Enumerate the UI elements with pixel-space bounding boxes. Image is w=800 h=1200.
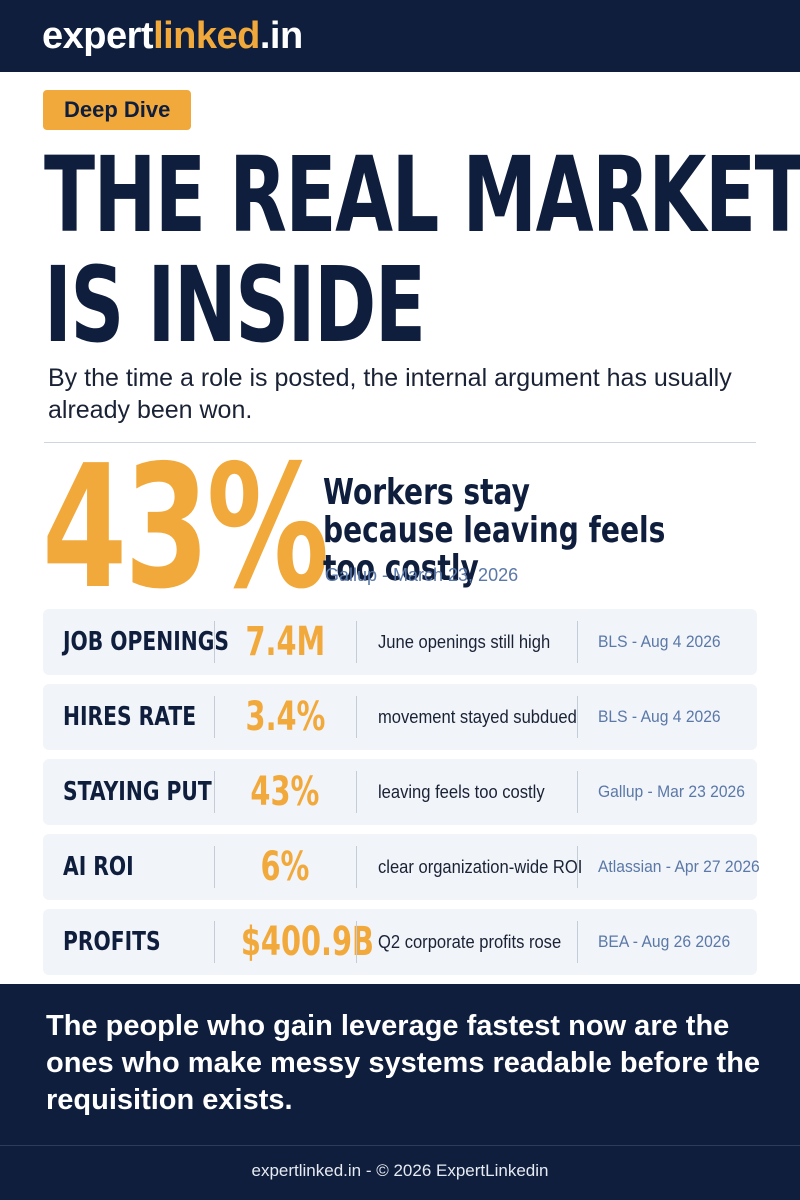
highlight-source: Gallup - March 23, 2026 xyxy=(325,565,519,585)
stat-label: HIRES RATE xyxy=(63,702,197,732)
subtitle: By the time a role is posted, the intern… xyxy=(48,364,732,424)
closing-quote: The people who gain leverage fastest now… xyxy=(46,1010,761,1116)
column-divider xyxy=(214,621,215,663)
footer-credit: expertlinked.in - © 2026 ExpertLinkedin xyxy=(251,1161,549,1180)
stat-value: 6% xyxy=(215,834,355,900)
logo-text-domain: .in xyxy=(259,15,303,57)
page-title: THE REAL MARKET IS INSIDE xyxy=(44,134,800,366)
category-badge: Deep Dive xyxy=(43,90,192,130)
quote-band xyxy=(0,984,800,1200)
column-divider xyxy=(214,696,215,738)
stat-source: BLS - Aug 4 2026 xyxy=(598,707,721,726)
stat-source: BLS - Aug 4 2026 xyxy=(598,632,721,651)
logo-text-linked: linked xyxy=(153,15,260,57)
stat-label: AI ROI xyxy=(63,852,134,882)
column-divider xyxy=(577,621,578,663)
brand-logo[interactable]: expertlinked.in xyxy=(42,12,303,60)
stat-note: June openings still high xyxy=(378,632,551,652)
stat-source: Gallup - Mar 23 2026 xyxy=(598,782,745,801)
stat-value-text: 6% xyxy=(260,844,310,890)
column-divider xyxy=(356,921,357,963)
stat-source: BEA - Aug 26 2026 xyxy=(598,932,731,951)
stat-value-text: $400.9B xyxy=(240,919,374,965)
stat-note: Q2 corporate profits rose xyxy=(378,932,562,952)
column-divider xyxy=(214,846,215,888)
stat-note: leaving feels too costly xyxy=(378,782,545,802)
column-divider xyxy=(356,771,357,813)
page-title-line-2: IS INSIDE xyxy=(44,244,426,366)
stat-row: PROFITS $400.9B Q2 corporate profits ros… xyxy=(43,909,757,975)
stat-label: PROFITS xyxy=(63,927,161,957)
column-divider xyxy=(356,846,357,888)
column-divider xyxy=(577,846,578,888)
stat-label: STAYING PUT xyxy=(63,777,212,807)
column-divider xyxy=(356,621,357,663)
stat-row: HIRES RATE 3.4% movement stayed subdued … xyxy=(43,684,757,750)
column-divider xyxy=(214,921,215,963)
column-divider xyxy=(577,771,578,813)
stat-value-text: 3.4% xyxy=(245,694,325,740)
stat-note: movement stayed subdued xyxy=(378,707,577,727)
stat-row: AI ROI 6% clear organization-wide ROI At… xyxy=(43,834,760,900)
footer-divider xyxy=(0,1145,800,1146)
page-title-line-1: THE REAL MARKET xyxy=(44,134,800,256)
stat-value: $400.9B xyxy=(215,909,374,975)
stat-value-text: 43% xyxy=(250,769,320,815)
column-divider xyxy=(214,771,215,813)
stat-value-text: 7.4M xyxy=(245,619,325,665)
logo-text-expert: expert xyxy=(42,15,154,57)
stat-note: clear organization-wide ROI xyxy=(378,857,583,877)
divider xyxy=(44,442,756,443)
column-divider xyxy=(356,696,357,738)
stat-value: 3.4% xyxy=(215,684,355,750)
stat-row: STAYING PUT 43% leaving feels too costly… xyxy=(43,759,757,825)
stat-source: Atlassian - Apr 27 2026 xyxy=(598,857,760,876)
header-bar: expertlinked.in xyxy=(0,0,800,72)
stat-row: JOB OPENINGS 7.4M June openings still hi… xyxy=(43,609,757,675)
column-divider xyxy=(577,921,578,963)
column-divider xyxy=(577,696,578,738)
stat-value: 43% xyxy=(215,759,355,825)
highlight-value: 43% xyxy=(42,429,329,627)
stat-value: 7.4M xyxy=(215,609,355,675)
highlight-description: Workers stay because leaving feels too c… xyxy=(323,472,666,589)
stat-label: JOB OPENINGS xyxy=(63,627,230,657)
